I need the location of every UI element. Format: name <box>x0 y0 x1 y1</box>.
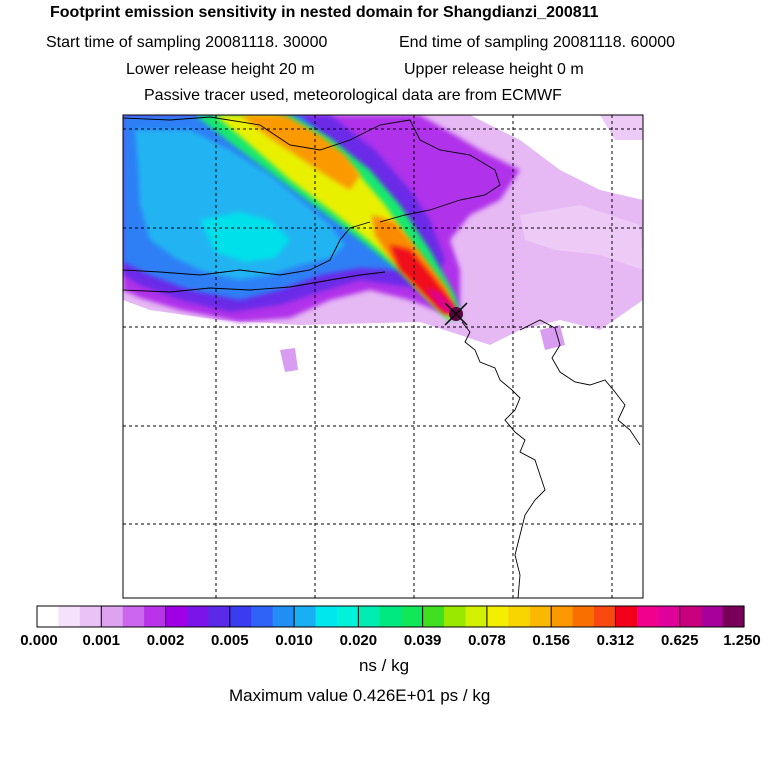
colorbar-swatch <box>658 606 681 627</box>
colorbar-swatch <box>444 606 467 627</box>
colorbar-tick-label: 0.156 <box>532 632 570 649</box>
border-line <box>123 116 411 151</box>
colorbar-swatch <box>186 606 209 627</box>
colorbar <box>37 606 745 627</box>
colorbar-swatch <box>615 606 638 627</box>
colorbar-swatch <box>165 606 188 627</box>
colorbar-swatch <box>636 606 659 627</box>
figure-title: Footprint emission sensitivity in nested… <box>50 4 599 21</box>
coastline <box>519 319 641 446</box>
colorbar-swatch <box>422 606 445 627</box>
colorbar-swatch <box>101 606 124 627</box>
colorbar-swatch <box>272 606 295 627</box>
colorbar-swatch <box>379 606 402 627</box>
colorbar-tick-label: 0.039 <box>404 632 442 649</box>
colorbar-swatch <box>572 606 595 627</box>
end-time-label: End time of sampling 20081118. 60000 <box>399 34 676 51</box>
footprint-lightblue-area <box>135 130 345 280</box>
colorbar-tick-label: 0.020 <box>340 632 378 649</box>
colorbar-tick-label: 0.312 <box>597 632 635 649</box>
colorbar-tick-label: 0.001 <box>82 632 120 649</box>
colorbar-swatch <box>208 606 231 627</box>
start-time-label: Start time of sampling 20081118. 30000 <box>46 34 328 51</box>
footprint-light-speck <box>540 325 565 350</box>
colorbar-swatch <box>37 606 60 627</box>
colorbar-tick-label: 0.010 <box>275 632 313 649</box>
colorbar-swatch <box>229 606 252 627</box>
footprint-cyan-area <box>200 212 290 262</box>
sensitivity-field <box>123 115 643 372</box>
plume-yellow-band <box>215 115 456 318</box>
border-line <box>123 221 371 276</box>
colorbar-swatch <box>358 606 381 627</box>
colorbar-swatch <box>551 606 574 627</box>
colorbar-swatch <box>486 606 509 627</box>
colorbar-swatch <box>122 606 145 627</box>
x-mark-icon <box>444 302 468 326</box>
colorbar-tick-label: 0.000 <box>20 632 58 649</box>
plume-green-band <box>195 115 462 320</box>
colorbar-swatch <box>701 606 724 627</box>
border-line <box>379 119 501 223</box>
border-line <box>123 271 386 293</box>
coastline <box>461 321 546 598</box>
colorbar-units: ns / kg <box>358 656 410 675</box>
plume-orange-core <box>240 115 360 190</box>
colorbar-swatch <box>144 606 167 627</box>
colorbar-swatch <box>251 606 274 627</box>
footprint-light-speck <box>280 348 298 372</box>
graticule <box>123 115 643 598</box>
colorbar-swatch <box>594 606 617 627</box>
colorbar-tick-label: 0.078 <box>468 632 506 649</box>
colorbar-swatch <box>79 606 102 627</box>
colorbar-swatch <box>508 606 531 627</box>
colorbar-tick-label: 1.250 <box>723 632 761 649</box>
map-frame <box>122 114 644 599</box>
colorbar-swatch <box>529 606 552 627</box>
colorbar-swatch <box>336 606 359 627</box>
plume-magenta-core <box>425 288 455 316</box>
tracer-note: Passive tracer used, meteorological data… <box>144 87 562 104</box>
colorbar-swatch <box>722 606 745 627</box>
upper-height-label: Upper release height 0 m <box>404 61 584 78</box>
colorbar-swatch <box>294 606 317 627</box>
colorbar-tick-label: 0.625 <box>661 632 699 649</box>
colorbar-swatch <box>315 606 338 627</box>
coastline-layer <box>123 116 641 598</box>
colorbar-swatch <box>401 606 424 627</box>
colorbar-swatch <box>679 606 702 627</box>
footprint-light-patch <box>600 115 643 140</box>
max-value-label: Maximum value 0.426E+01 ps / kg <box>229 686 491 705</box>
colorbar-swatch <box>58 606 81 627</box>
lower-height-label: Lower release height 20 m <box>126 61 315 78</box>
colorbar-ticks: 0.000 0.001 0.002 0.005 0.010 0.020 0.039 0.078… <box>20 606 761 649</box>
colorbar-tick-label: 0.002 <box>147 632 185 649</box>
colorbar-swatch <box>465 606 488 627</box>
colorbar-tick-label: 0.005 <box>211 632 249 649</box>
